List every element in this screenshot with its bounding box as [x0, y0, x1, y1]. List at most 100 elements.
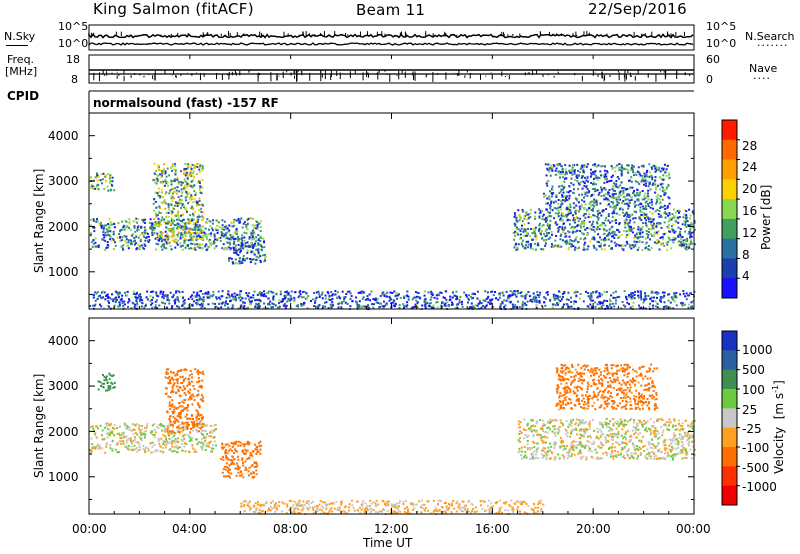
- power-cell: [528, 243, 530, 246]
- power-cell: [477, 302, 480, 305]
- power-cell: [238, 239, 241, 242]
- power-cell: [435, 294, 438, 297]
- velocity-cell: [223, 446, 226, 449]
- power-cell: [607, 306, 610, 309]
- velocity-cell: [244, 466, 247, 469]
- power-cell: [624, 226, 627, 229]
- velocity-cell: [182, 385, 185, 388]
- power-cell: [654, 300, 657, 303]
- power-cell: [151, 302, 154, 305]
- velocity-cell: [110, 423, 113, 426]
- power-cell: [551, 166, 554, 169]
- power-cell: [300, 296, 303, 299]
- power-cell: [548, 198, 551, 201]
- power-cell: [624, 196, 627, 199]
- power-cell: [380, 302, 383, 305]
- velocity-cell: [158, 423, 161, 426]
- power-cell: [199, 165, 201, 168]
- velocity-cell: [165, 387, 168, 390]
- power-cell: [198, 232, 201, 234]
- velocity-cell: [259, 452, 262, 455]
- velocity-cell: [197, 426, 200, 429]
- power-cell: [195, 295, 198, 298]
- power-cell: [169, 223, 172, 225]
- velocity-cell: [91, 425, 94, 428]
- power-cell: [338, 302, 341, 304]
- power-cell: [610, 306, 613, 309]
- power-cell: [221, 302, 223, 305]
- power-cell: [241, 242, 243, 245]
- power-cell: [185, 190, 188, 193]
- velocity-cell: [195, 417, 198, 420]
- power-cell: [145, 236, 148, 239]
- power-cell: [298, 295, 301, 298]
- velocity-cell: [193, 425, 196, 428]
- power-cell: [381, 292, 384, 294]
- power-cell: [164, 293, 167, 296]
- velocity-cell: [236, 455, 239, 458]
- power-cell: [671, 213, 674, 215]
- power-cell: [103, 224, 106, 227]
- velocity-cell: [172, 383, 175, 386]
- power-cell: [632, 227, 635, 230]
- power-cell: [198, 298, 201, 301]
- power-cell: [529, 216, 532, 219]
- power-cell: [176, 243, 179, 246]
- power-cell: [625, 220, 628, 223]
- velocity-cell: [164, 444, 167, 447]
- power-cell: [204, 292, 207, 295]
- power-cell: [325, 301, 328, 304]
- power-cell: [190, 185, 193, 188]
- power-cell: [247, 217, 250, 220]
- velocity-cell: [136, 433, 139, 436]
- power-cell: [529, 245, 532, 248]
- power-cell: [515, 295, 518, 298]
- power-cell: [685, 245, 688, 248]
- power-cell: [643, 198, 646, 201]
- power-cell: [259, 226, 262, 228]
- power-cell: [643, 217, 646, 220]
- power-cell: [238, 291, 241, 294]
- power-cell: [639, 210, 642, 213]
- power-cell: [177, 181, 180, 184]
- power-cell: [624, 221, 627, 224]
- power-cell: [573, 217, 575, 220]
- power-cell: [527, 213, 530, 216]
- power-cell: [144, 218, 147, 221]
- power-cell: [159, 220, 162, 223]
- power-cell: [677, 217, 680, 220]
- power-cell: [608, 298, 611, 301]
- velocity-cell: [203, 423, 205, 426]
- power-cell: [254, 262, 257, 265]
- power-cell: [592, 214, 595, 217]
- velocity-cell: [193, 422, 196, 425]
- power-cell: [543, 296, 546, 299]
- power-cell: [583, 243, 586, 246]
- power-cell: [159, 173, 161, 176]
- velocity-cell: [118, 425, 121, 428]
- power-cell: [551, 233, 553, 236]
- power-cell: [171, 192, 174, 195]
- power-cell: [318, 296, 321, 298]
- power-cell: [324, 305, 327, 308]
- power-cell: [445, 305, 448, 308]
- power-cell: [603, 290, 606, 293]
- power-cell: [192, 291, 195, 294]
- velocity-cell: [252, 476, 255, 479]
- power-cell: [580, 232, 583, 235]
- power-cell: [519, 237, 522, 240]
- power-cell: [233, 248, 236, 251]
- power-cell: [183, 227, 186, 230]
- velocity-cell: [228, 475, 230, 477]
- power-cell: [183, 241, 186, 244]
- power-cell: [230, 225, 233, 228]
- power-cell: [520, 294, 523, 297]
- power-cell: [491, 298, 494, 301]
- power-cell: [161, 238, 164, 241]
- power-cell: [164, 230, 167, 233]
- power-cell: [613, 205, 616, 208]
- power-cell: [193, 184, 196, 187]
- velocity-cell: [199, 398, 202, 401]
- power-cell: [147, 239, 149, 242]
- power-cell: [165, 191, 168, 194]
